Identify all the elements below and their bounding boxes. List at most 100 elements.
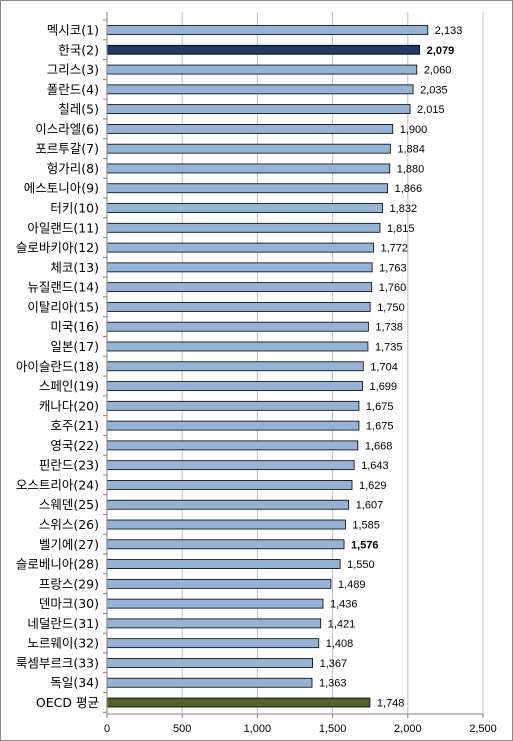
value-label: 1,772 <box>381 243 409 255</box>
value-label: 1,704 <box>370 361 398 373</box>
value-label: 1,489 <box>338 579 366 591</box>
bar <box>106 361 364 372</box>
value-label: 2,133 <box>435 25 463 37</box>
category-label: 스위스(26) <box>39 517 99 532</box>
category-label: 슬로베니아(28) <box>16 557 99 572</box>
bar <box>106 519 346 530</box>
value-label: 1,675 <box>366 401 394 413</box>
bar <box>106 499 350 510</box>
value-label: 1,436 <box>330 599 358 611</box>
value-label: 1,738 <box>375 322 403 334</box>
category-label: 네덜란드(31) <box>27 616 99 631</box>
value-label: 1,585 <box>352 520 380 532</box>
bar <box>106 104 411 115</box>
bar <box>106 638 320 649</box>
value-label: 1,408 <box>326 638 354 650</box>
category-label: 체코(13) <box>50 260 99 275</box>
category-label: 터키(10) <box>50 201 99 216</box>
bar <box>106 578 332 589</box>
category-label: 호주(21) <box>50 418 99 433</box>
category-label: 벨기에(27) <box>39 537 99 552</box>
bar <box>106 321 369 332</box>
value-label: 1,675 <box>366 421 394 433</box>
category-label: 아이슬란드(18) <box>16 359 99 374</box>
bar <box>106 697 371 708</box>
value-label: 1,668 <box>365 440 393 452</box>
value-label: 1,884 <box>397 144 425 156</box>
category-label: OECD 평균 <box>36 695 99 710</box>
category-label: 미국(16) <box>50 319 99 334</box>
category-label: 프랑스(29) <box>39 576 99 591</box>
bar <box>106 124 394 134</box>
category-label: 노르웨이(32) <box>27 636 99 651</box>
bar <box>106 559 341 569</box>
x-tick-label: 0 <box>104 723 110 735</box>
bar <box>106 420 360 431</box>
value-label: 1,699 <box>370 381 398 393</box>
value-label: 1,900 <box>400 124 428 136</box>
x-tick-label: 2,000 <box>394 723 422 735</box>
bar <box>106 677 313 688</box>
x-tick-label: 1,500 <box>319 723 347 735</box>
category-label: 슬로바키아(12) <box>16 240 99 255</box>
value-label: 1,629 <box>359 480 387 492</box>
value-label: 1,363 <box>319 678 347 690</box>
bar <box>106 460 355 471</box>
category-label: 이스라엘(6) <box>35 121 99 136</box>
category-label: 스페인(19) <box>39 379 99 394</box>
category-label: 폴란드(4) <box>47 82 99 97</box>
bar <box>106 143 391 154</box>
category-labels: 멕시코(1) 한국(2) 그리스(3) 폴란드(4) 칠레(5) 이스라엘(6) 포르투갈(… <box>16 23 99 711</box>
category-label: 오스트리아(24) <box>16 477 99 492</box>
category-label: 핀란드(23) <box>39 458 99 473</box>
value-label: 1,832 <box>390 203 418 215</box>
value-label: 2,060 <box>424 65 452 77</box>
x-tick-labels: 0 500 1,000 1,500 2,000 2,500 <box>104 723 497 735</box>
value-label: 2,015 <box>417 104 445 116</box>
value-label: 2,035 <box>420 84 448 96</box>
bar <box>106 44 421 55</box>
category-label: 그리스(3) <box>47 62 99 77</box>
bar <box>106 400 360 411</box>
category-label: 포르투갈(7) <box>35 141 99 156</box>
value-label: 1,735 <box>375 341 403 353</box>
bar <box>106 282 373 293</box>
category-label: 덴마크(30) <box>39 596 99 611</box>
bars <box>106 25 429 708</box>
bar <box>106 183 389 194</box>
category-label: 영국(22) <box>50 438 99 453</box>
value-label: 1,866 <box>395 183 423 195</box>
axes <box>103 12 484 718</box>
x-tick-label: 1,000 <box>244 723 272 735</box>
bar <box>106 222 381 233</box>
bar <box>106 618 322 629</box>
value-label: 1,550 <box>347 559 375 571</box>
x-tick-label: 2,500 <box>469 723 497 735</box>
bar <box>106 440 359 451</box>
category-label: 뉴질랜드(14) <box>27 280 99 295</box>
x-tick-label: 500 <box>173 723 191 735</box>
category-label: 칠레(5) <box>58 102 99 117</box>
value-label: 2,079 <box>427 45 455 57</box>
category-label: 한국(2) <box>58 42 99 57</box>
bar <box>106 203 383 213</box>
category-label: 스웨덴(25) <box>39 497 99 512</box>
value-label: 1,763 <box>379 262 407 274</box>
value-label: 1,748 <box>377 698 405 710</box>
category-label: 멕시코(1) <box>47 23 99 38</box>
category-label: 헝가리(8) <box>47 161 99 176</box>
bar <box>106 84 414 95</box>
value-label: 1,750 <box>377 302 405 314</box>
bar <box>106 658 313 668</box>
bar <box>106 598 324 609</box>
value-label: 1,643 <box>361 460 389 472</box>
value-label: 1,421 <box>328 618 356 630</box>
bar <box>106 262 373 273</box>
category-label: 에스토니아(9) <box>24 181 99 196</box>
category-label: 독일(34) <box>50 675 99 690</box>
bar <box>106 302 371 312</box>
category-label: 일본(17) <box>50 339 99 354</box>
bar <box>106 25 429 35</box>
bar <box>106 480 353 490</box>
